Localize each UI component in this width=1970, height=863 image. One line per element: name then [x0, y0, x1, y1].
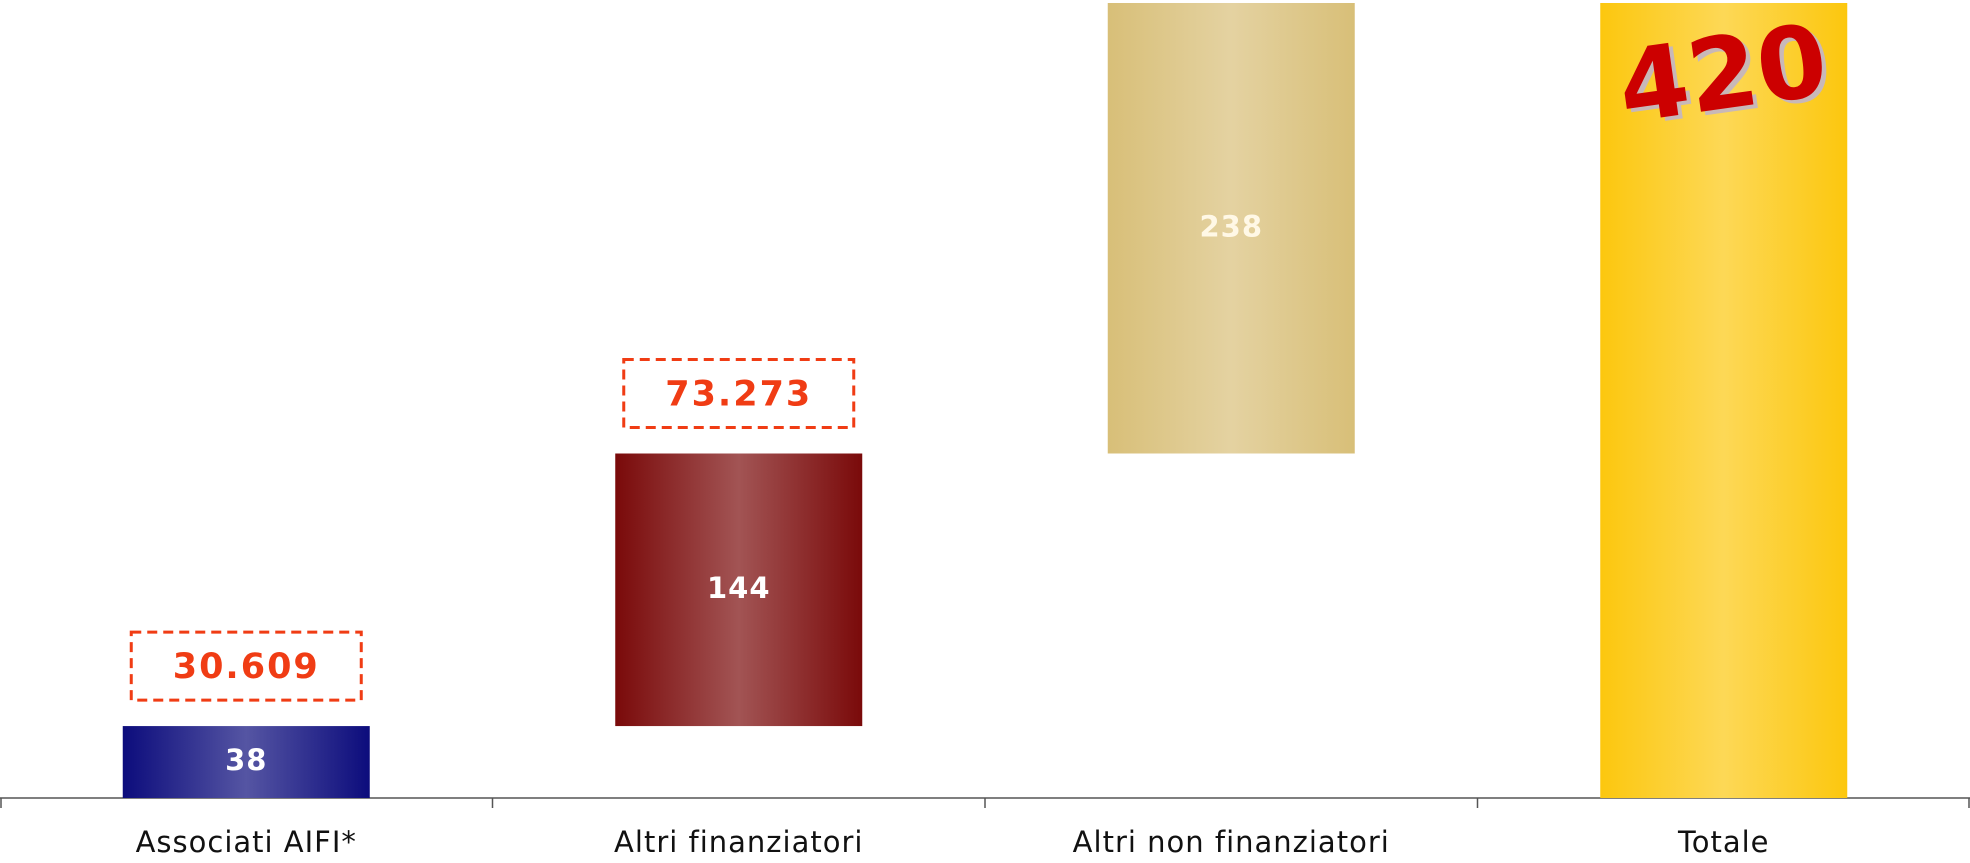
x-tick-label: Altri non finanziatori	[1073, 825, 1390, 859]
x-tick-label: Associati AIFI*	[136, 825, 357, 859]
annotation: 30.609	[173, 647, 320, 687]
bar	[615, 453, 863, 727]
annotation: 73.273	[665, 375, 812, 415]
bar	[1600, 3, 1848, 798]
value-label: 144	[707, 571, 771, 605]
bar	[1107, 3, 1355, 454]
total-label: 420	[1611, 1, 1834, 146]
total-label-shadow: 420	[1616, 5, 1839, 150]
annotation-box	[129, 630, 363, 702]
x-tick-label: Altri finanziatori	[614, 825, 863, 859]
value-label: 238	[1199, 209, 1263, 243]
value-label: 38	[225, 743, 267, 777]
bar	[122, 726, 370, 798]
x-tick-label: Totale	[1677, 825, 1770, 859]
annotation-box	[622, 358, 856, 429]
